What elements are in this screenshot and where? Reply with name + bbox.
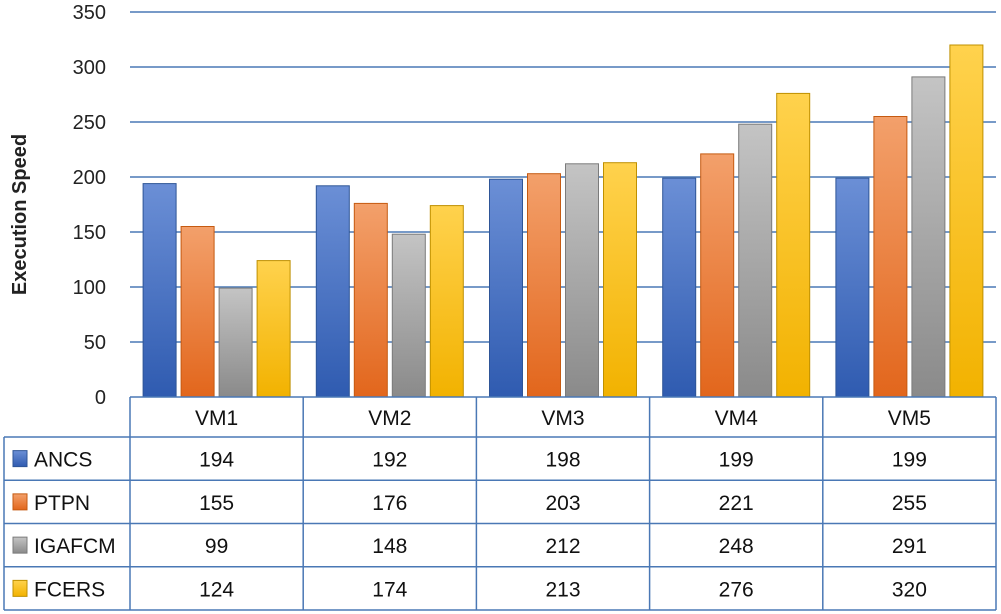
y-tick-label: 50 <box>84 332 106 354</box>
legend-key-ancs <box>12 450 28 468</box>
legend-key-ptpn <box>12 493 28 511</box>
table-value: 221 <box>719 492 754 515</box>
table-value: 203 <box>545 492 580 515</box>
table-value: 99 <box>205 535 228 558</box>
bar-ptpn-vm5 <box>873 116 908 398</box>
bar-ancs-vm1 <box>142 183 177 398</box>
bar-ancs-vm2 <box>315 185 350 398</box>
bar-fcers-vm2 <box>429 205 464 398</box>
y-axis-label: Execution Speed <box>9 134 31 295</box>
bar-igafcm-vm4 <box>738 123 773 398</box>
bar-fcers-vm1 <box>256 260 291 398</box>
table-value: 199 <box>892 449 927 472</box>
y-tick-label: 150 <box>73 222 106 244</box>
table-value: 276 <box>719 578 754 601</box>
table-value: 176 <box>372 492 407 515</box>
bar-ptpn-vm1 <box>180 226 215 398</box>
bar-ptpn-vm3 <box>527 173 561 398</box>
category-label: VM1 <box>195 407 238 430</box>
table-value: 124 <box>199 578 234 601</box>
series-name: PTPN <box>34 492 90 515</box>
y-tick-labels: 0 50 100 150 200 250 300 350 <box>73 2 106 409</box>
bar-igafcm-vm3 <box>565 163 599 398</box>
bar-igafcm-vm5 <box>911 76 946 398</box>
y-tick-label: 250 <box>73 112 106 134</box>
y-tick-label: 0 <box>95 387 106 409</box>
table-value: 212 <box>545 535 580 558</box>
category-label: VM5 <box>888 407 931 430</box>
y-tick-label: 300 <box>73 57 106 79</box>
bar-fcers-vm5 <box>949 44 984 398</box>
category-label: VM2 <box>368 407 411 430</box>
table-value: 174 <box>372 578 407 601</box>
bar-ptpn-vm2 <box>353 202 388 398</box>
bar-ptpn-vm4 <box>700 153 735 398</box>
series-name: FCERS <box>34 578 105 601</box>
table-value: 194 <box>199 449 234 472</box>
bar-ancs-vm3 <box>489 178 523 398</box>
bar-igafcm-vm1 <box>218 287 253 398</box>
legend-key-igafcm <box>12 536 28 554</box>
y-tick-label: 100 <box>73 277 106 299</box>
bar-ancs-vm5 <box>835 177 870 398</box>
series-name: IGAFCM <box>34 535 116 558</box>
table-value: 192 <box>372 449 407 472</box>
legend-key-fcers <box>12 579 28 597</box>
data-table: VM1 VM2 VM3 VM4 VM5 ANCS 194 192 198 199 199 PTPN 15… <box>3 396 997 611</box>
table-value: 198 <box>545 449 580 472</box>
table-value: 148 <box>372 535 407 558</box>
table-value: 291 <box>892 535 927 558</box>
y-tick-label: 350 <box>73 2 106 24</box>
table-value: 255 <box>892 492 927 515</box>
bar-fcers-vm4 <box>776 92 811 398</box>
y-tick-label: 200 <box>73 167 106 189</box>
category-label: VM3 <box>541 407 584 430</box>
bars <box>142 44 984 398</box>
table-value: 199 <box>719 449 754 472</box>
bar-igafcm-vm2 <box>391 233 426 398</box>
table-value: 213 <box>545 578 580 601</box>
bar-ancs-vm4 <box>662 177 697 398</box>
bar-fcers-vm3 <box>603 162 637 398</box>
table-value: 320 <box>892 578 927 601</box>
table-value: 248 <box>719 535 754 558</box>
category-label: VM4 <box>715 407 759 430</box>
table-value: 155 <box>199 492 234 515</box>
series-name: ANCS <box>34 449 92 472</box>
